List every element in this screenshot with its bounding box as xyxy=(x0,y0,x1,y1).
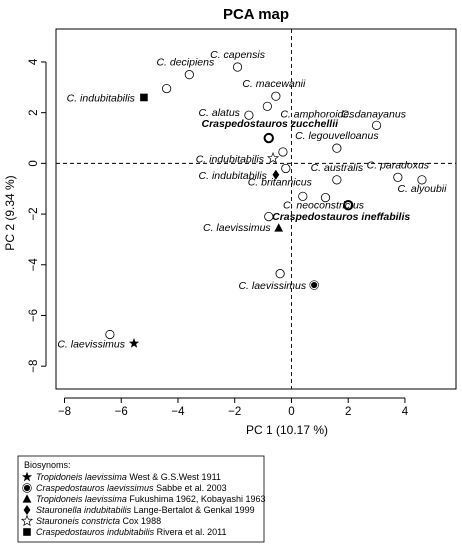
point-label: Craspedostauros zucchellii xyxy=(201,118,339,130)
point-label: C. laevissimus xyxy=(203,222,271,234)
legend-entry: Stauroneis constricta Cox 1988 xyxy=(36,516,161,526)
point-label: C. indubitabilis xyxy=(199,170,268,182)
data-point xyxy=(105,329,115,340)
x-tick-label: 4 xyxy=(402,406,409,418)
legend-marker xyxy=(21,471,33,482)
point-label: C. britannicus xyxy=(248,176,313,188)
x-tick-label: 0 xyxy=(288,406,294,418)
data-point xyxy=(278,147,288,157)
legend-box xyxy=(17,455,265,543)
data-point xyxy=(281,163,291,174)
x-tick-label: −4 xyxy=(171,406,185,418)
data-points xyxy=(105,62,427,348)
y-tick-label: −8 xyxy=(28,360,40,373)
data-point xyxy=(266,151,280,164)
data-point xyxy=(184,70,194,80)
data-point xyxy=(263,132,274,144)
point-label: C. indubitabilis xyxy=(67,92,136,104)
y-axis: −8 −6 −4 −2 0 2 4 xyxy=(28,58,47,373)
point-label: C. alyoubii xyxy=(397,183,447,195)
legend-title: Biosynoms: xyxy=(24,460,71,470)
point-label: C. capensis xyxy=(210,49,266,61)
data-point xyxy=(320,192,331,203)
legend-marker xyxy=(23,505,31,515)
point-label: C. alatus xyxy=(198,107,240,119)
legend-entry: Tropidoneis laevissima Fukushima 1962, K… xyxy=(36,494,265,504)
point-label: C. danayanus xyxy=(341,108,407,120)
legend-entry: Tropidoneis laevissima West & G.S.West 1… xyxy=(36,472,221,482)
data-point xyxy=(332,143,342,153)
point-label: C. amphoroides xyxy=(280,108,355,120)
legend-marker xyxy=(22,483,32,493)
point-label: C. legouvelloanus xyxy=(295,130,379,142)
y-tick-label: −6 xyxy=(28,309,40,322)
data-point xyxy=(342,199,354,211)
data-point xyxy=(417,175,427,185)
data-point xyxy=(140,93,148,102)
data-point xyxy=(272,169,280,180)
point-label: C. neoconstrictus xyxy=(283,200,365,212)
point-label: C. macewanii xyxy=(242,78,306,90)
y-tick-label: 0 xyxy=(28,160,40,166)
point-label: C. australis xyxy=(311,162,364,174)
y-tick-label: −2 xyxy=(28,208,40,221)
data-point xyxy=(264,212,274,222)
legend-entry: Stauronella indubitabilis Lange-Bertalot… xyxy=(36,505,255,515)
data-point xyxy=(274,223,284,232)
point-label: C. laevissimus xyxy=(238,280,306,292)
x-axis-label: PC 1 (10.17 %) xyxy=(246,423,328,437)
legend-marker xyxy=(22,494,32,503)
legend-marker xyxy=(23,528,31,536)
plot-frame xyxy=(55,28,457,390)
y-tick-label: 4 xyxy=(28,58,40,65)
x-tick-label: −6 xyxy=(115,406,128,418)
point-label: C. laevissimus xyxy=(57,338,125,350)
legend-entry: Craspedostauros indubitabilis Rivera et … xyxy=(36,527,226,537)
point-label: C. decipiens xyxy=(156,57,215,69)
data-point xyxy=(162,83,172,94)
x-tick-label: −8 xyxy=(58,406,71,418)
legend-marker xyxy=(20,514,34,527)
data-point xyxy=(271,91,281,101)
data-point xyxy=(371,120,382,130)
data-point xyxy=(244,110,254,120)
y-axis-label: PC 2 (9.34 %) xyxy=(3,175,17,250)
legend-entry: Craspedostauros laevissimus Sabbe et al.… xyxy=(36,483,227,493)
data-point xyxy=(262,101,272,111)
x-tick-label: −2 xyxy=(228,406,241,418)
data-point xyxy=(275,269,285,279)
data-point xyxy=(332,175,342,185)
y-tick-label: −4 xyxy=(28,258,40,272)
legend-entries: Tropidoneis laevissima West & G.S.West 1… xyxy=(20,471,265,537)
data-point xyxy=(232,62,243,72)
point-label: Craspedostauros ineffabilis xyxy=(272,211,410,223)
point-label: C. indubitabilis xyxy=(196,153,265,165)
data-point xyxy=(309,280,319,290)
chart-title: PCA map xyxy=(223,6,289,23)
y-tick-label: 2 xyxy=(28,109,40,115)
point-label: C. paradoxus xyxy=(367,159,430,171)
x-axis: −8 −6 −4 −2 0 2 4 xyxy=(58,397,409,418)
data-point xyxy=(393,172,403,182)
data-point xyxy=(128,337,140,348)
x-tick-label: 2 xyxy=(345,406,351,418)
data-point xyxy=(298,191,308,201)
